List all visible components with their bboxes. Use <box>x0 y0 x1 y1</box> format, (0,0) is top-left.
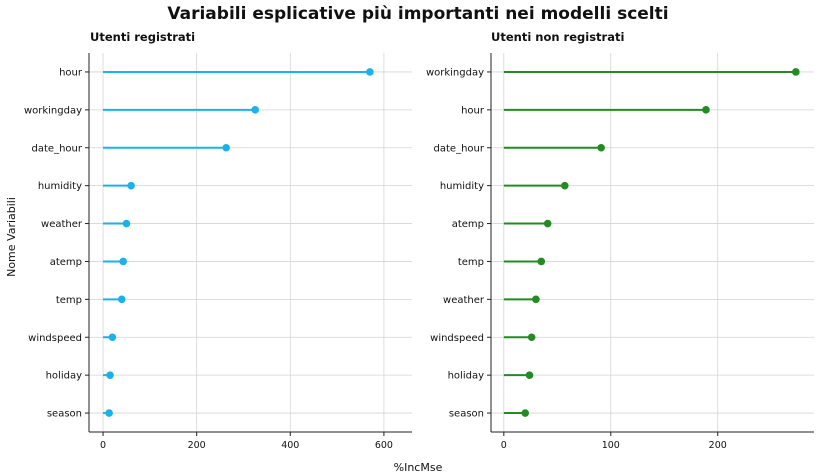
lollipop-point-weather <box>122 219 131 228</box>
y-tick-label: temp <box>56 295 82 306</box>
lollipop-point-workingday <box>792 68 800 76</box>
lollipop-point-humidity <box>560 181 569 190</box>
lollipop-point-temp <box>117 295 126 304</box>
x-tick-label: 600 <box>375 440 393 451</box>
y-tick-label: windspeed <box>28 333 82 344</box>
x-tick-label: 200 <box>188 440 206 451</box>
lollipop-point-workingday <box>251 106 259 114</box>
y-tick-label: windspeed <box>430 333 484 344</box>
lollipop-point-season <box>521 409 530 417</box>
lollipop-point-season <box>105 409 113 417</box>
y-tick-label: date_hour <box>434 143 485 154</box>
x-tick-label: 0 <box>100 440 106 451</box>
lollipop-point-windspeed <box>527 333 536 342</box>
y-tick-label: humidity <box>38 181 82 192</box>
lollipop-point-holiday <box>525 371 534 379</box>
x-tick-label: 400 <box>281 440 299 451</box>
panel-title-registered: Utenti registrati <box>90 30 195 44</box>
y-axis-label: Nome Variabili <box>5 197 18 277</box>
y-tick-label: atemp <box>452 219 484 230</box>
y-tick-label: weather <box>41 219 83 230</box>
x-tick-label: 0 <box>501 440 507 451</box>
y-tick-label: hour <box>461 105 485 116</box>
y-tick-label: temp <box>458 257 484 268</box>
y-tick-label: workingday <box>24 105 82 116</box>
lollipop-point-date_hour <box>597 143 605 152</box>
y-tick-label: workingday <box>426 67 484 78</box>
y-tick-label: holiday <box>448 371 484 382</box>
lollipop-point-hour <box>366 68 374 76</box>
x-axis-label: %IncMse <box>394 461 443 474</box>
y-tick-label: humidity <box>440 181 484 192</box>
y-tick-label: weather <box>443 295 485 306</box>
panel-registered-users: Utenti registrati 0 200 400 600 hour workingd… <box>24 30 412 451</box>
panel-non-registered-users: Utenti non registrati 0 100 200 workingday h… <box>426 30 814 451</box>
x-tick-label: 100 <box>602 440 620 451</box>
y-tick-label: atemp <box>50 257 82 268</box>
y-tick-label: season <box>47 409 82 420</box>
y-tick-label: holiday <box>46 371 82 382</box>
y-tick-label: date_hour <box>32 143 83 154</box>
y-tick-label: season <box>449 409 484 420</box>
x-tick-label: 200 <box>709 440 727 451</box>
y-tick-label: hour <box>59 67 83 78</box>
lollipop-point-humidity <box>127 181 135 190</box>
lollipop-point-atemp <box>119 257 127 266</box>
lollipop-point-temp <box>537 257 546 266</box>
chart-title: Variabili esplicative più importanti nei… <box>167 4 668 24</box>
lollipop-point-weather <box>532 295 540 304</box>
panel-title-non-registered: Utenti non registrati <box>491 30 624 44</box>
lollipop-point-windspeed <box>108 333 117 342</box>
lollipop-point-hour <box>702 106 710 114</box>
lollipop-point-holiday <box>106 371 114 379</box>
lollipop-point-atemp <box>543 219 552 228</box>
lollipop-point-date_hour <box>222 143 230 152</box>
